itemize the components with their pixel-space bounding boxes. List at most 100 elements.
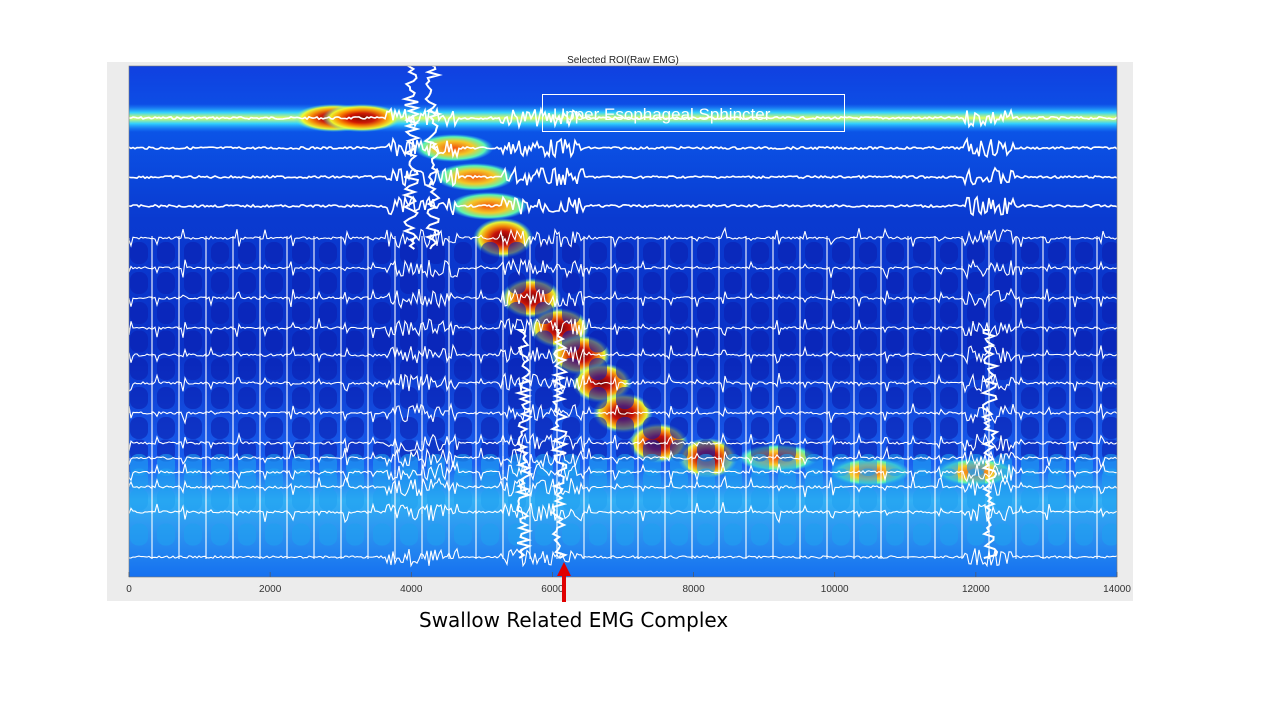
channel-blob xyxy=(1048,272,1066,294)
plot-frame xyxy=(128,65,1118,578)
channel-blob xyxy=(994,330,1012,353)
channel-blob xyxy=(238,488,256,511)
channel-blob xyxy=(292,272,310,294)
channel-blob xyxy=(1021,302,1039,324)
channel-blob xyxy=(238,523,256,546)
channel-blob xyxy=(400,488,418,511)
channel-blob xyxy=(373,417,391,439)
channel-blob xyxy=(184,417,202,439)
channel-blob xyxy=(265,417,283,439)
channel-blob xyxy=(994,488,1012,511)
channel-blob xyxy=(886,417,904,439)
channel-blob xyxy=(805,417,823,439)
channel-blob xyxy=(373,523,391,546)
channel-blob xyxy=(265,302,283,324)
channel-blob xyxy=(1102,387,1117,409)
channel-blob xyxy=(805,330,823,353)
channel-blob xyxy=(994,523,1012,546)
channel-blob xyxy=(994,417,1012,439)
channel-blob xyxy=(697,330,715,353)
channel-blob xyxy=(859,358,877,380)
channel-blob xyxy=(616,468,634,491)
channel-blob xyxy=(1048,242,1066,264)
channel-blob xyxy=(427,330,445,353)
channel-blob xyxy=(184,272,202,294)
channel-blob xyxy=(967,417,985,439)
channel-blob xyxy=(454,358,472,380)
channel-blob xyxy=(670,468,688,491)
channel-blob xyxy=(670,417,688,439)
emg-artifact xyxy=(980,329,1001,559)
channel-blob xyxy=(265,330,283,353)
emg-trace xyxy=(129,460,1117,484)
channel-blob xyxy=(238,302,256,324)
channel-blob xyxy=(724,523,742,546)
channel-blob xyxy=(724,468,742,491)
channel-blob xyxy=(535,302,553,324)
channel-blob xyxy=(157,387,175,409)
channel-blob xyxy=(184,488,202,511)
channel-blob xyxy=(1102,242,1117,264)
emg-trace xyxy=(129,432,1117,454)
channel-blob xyxy=(589,468,607,491)
channel-blob xyxy=(886,468,904,491)
channel-blob xyxy=(211,302,229,324)
channel-blob xyxy=(346,523,364,546)
channel-blob xyxy=(805,242,823,264)
emg-trace xyxy=(129,106,1117,130)
channel-blob xyxy=(940,488,958,511)
channel-blob xyxy=(1102,358,1117,380)
channel-blob xyxy=(319,242,337,264)
emg-trace xyxy=(129,343,1117,366)
channel-blob xyxy=(292,387,310,409)
channel-blob xyxy=(967,242,985,264)
channel-blob xyxy=(1048,358,1066,380)
channel-blob xyxy=(670,302,688,324)
channel-blob xyxy=(562,358,580,380)
x-axis: 0 2000 4000 6000 8000 10000 12000 14000 xyxy=(126,572,1131,595)
channel-blob xyxy=(616,242,634,264)
channel-blob xyxy=(1048,488,1066,511)
channel-blob xyxy=(1021,272,1039,294)
emg-trace xyxy=(129,136,1117,160)
channel-blob xyxy=(211,387,229,409)
channel-blob xyxy=(1075,272,1093,294)
emg-trace xyxy=(129,165,1117,188)
channel-blob xyxy=(265,523,283,546)
channel-blob xyxy=(292,488,310,511)
channel-blob xyxy=(1048,468,1066,491)
channel-blob xyxy=(238,387,256,409)
channel-blob xyxy=(508,242,526,264)
channel-blob xyxy=(697,523,715,546)
emg-trace xyxy=(129,226,1117,249)
channel-blob xyxy=(400,330,418,353)
channel-blob xyxy=(697,488,715,511)
channel-blob xyxy=(940,387,958,409)
channel-blob xyxy=(265,242,283,264)
channel-blob xyxy=(832,330,850,353)
channel-blob xyxy=(589,417,607,439)
channel-blob xyxy=(373,272,391,294)
channel-blob xyxy=(832,242,850,264)
channel-blob xyxy=(319,387,337,409)
channel-blob xyxy=(454,417,472,439)
channel-blob xyxy=(589,272,607,294)
channel-blob xyxy=(535,417,553,439)
channel-blob xyxy=(1075,302,1093,324)
emg-artifact xyxy=(549,329,570,559)
channel-blob xyxy=(616,358,634,380)
channel-blob xyxy=(778,242,796,264)
channel-blob xyxy=(778,330,796,353)
channel-blob xyxy=(1075,330,1093,353)
channel-blob xyxy=(832,302,850,324)
channel-blob xyxy=(373,302,391,324)
channel-blob xyxy=(454,272,472,294)
channel-blob xyxy=(697,358,715,380)
emg-trace xyxy=(129,502,1117,524)
channel-blob xyxy=(616,272,634,294)
channel-blob xyxy=(427,417,445,439)
channel-blob xyxy=(184,523,202,546)
channel-blob xyxy=(643,387,661,409)
channel-blob xyxy=(724,242,742,264)
channel-blob xyxy=(1048,330,1066,353)
